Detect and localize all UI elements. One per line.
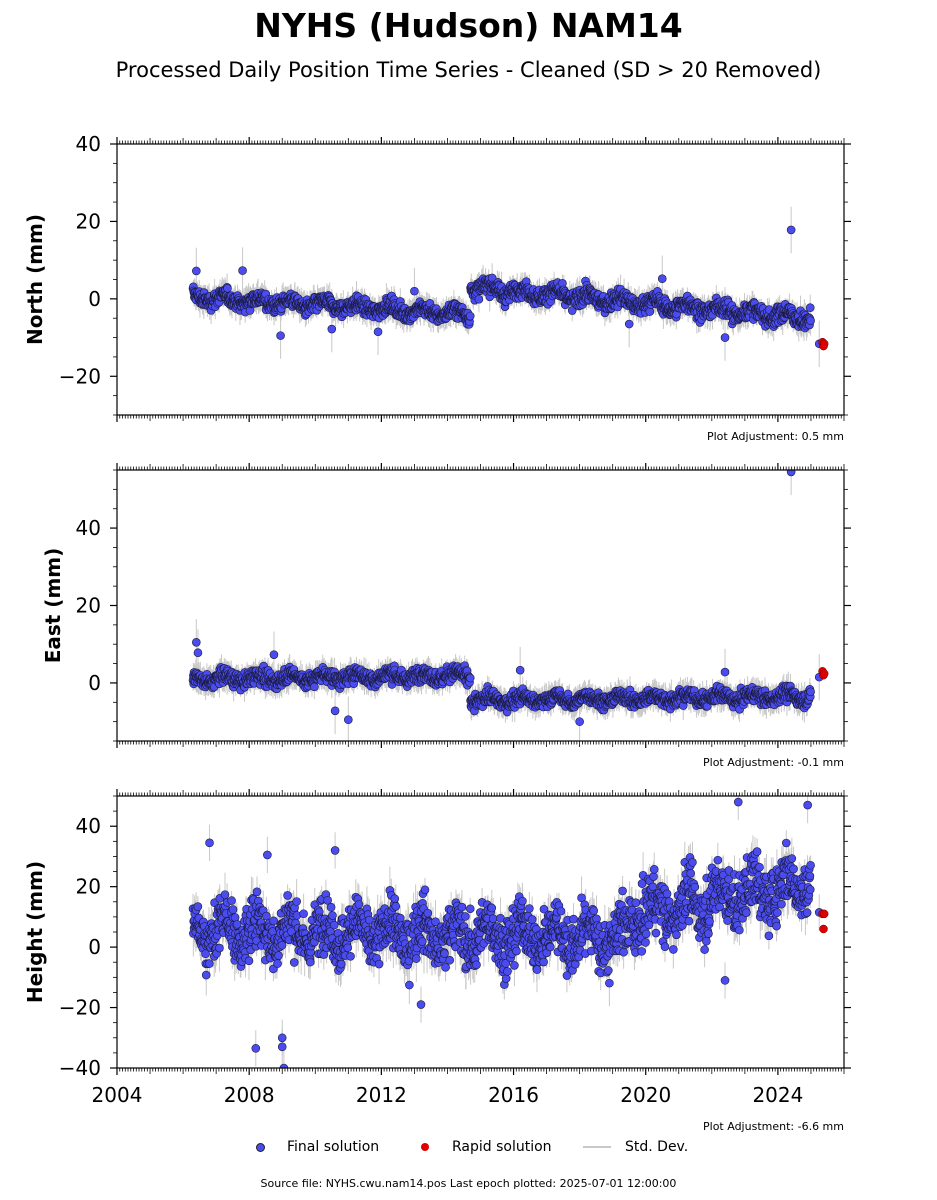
north-y-tick-label: −20 <box>59 364 101 388</box>
north-plot-area <box>188 206 829 367</box>
north-y-tick-label: 40 <box>76 132 101 156</box>
north-final-point <box>465 311 475 321</box>
east-plot-area <box>188 470 829 741</box>
north-final-points <box>188 225 824 349</box>
north-final-point <box>327 324 337 334</box>
north-y-tick-label: 20 <box>76 209 101 233</box>
north-final-point <box>806 316 815 325</box>
north-final-point <box>786 225 796 235</box>
north-final-point <box>720 333 730 342</box>
north-final-point <box>805 303 815 313</box>
panel-north: −20 0 20 40 North (mm) Plot Adjustment: 0.5 m… <box>23 132 851 443</box>
north-final-point <box>373 327 383 337</box>
north-y-tick-label: 0 <box>88 287 101 311</box>
north-final-point <box>567 306 577 315</box>
north-y-axis-label: North (mm) <box>23 214 47 345</box>
north-final-point <box>223 284 232 293</box>
chart-title: NYHS (Hudson) NAM14 <box>254 6 683 45</box>
north-final-point <box>624 319 634 329</box>
north-final-point <box>410 286 419 296</box>
north-final-point <box>238 266 247 275</box>
north-final-point <box>192 266 201 276</box>
north-plot-adjustment: Plot Adjustment: 0.5 mm <box>707 430 844 443</box>
north-final-point <box>657 274 667 284</box>
north-final-point <box>474 294 484 304</box>
north-final-point <box>276 331 285 340</box>
chart-subtitle: Processed Daily Position Time Series - C… <box>115 58 822 82</box>
north-rapid-point <box>819 339 829 349</box>
